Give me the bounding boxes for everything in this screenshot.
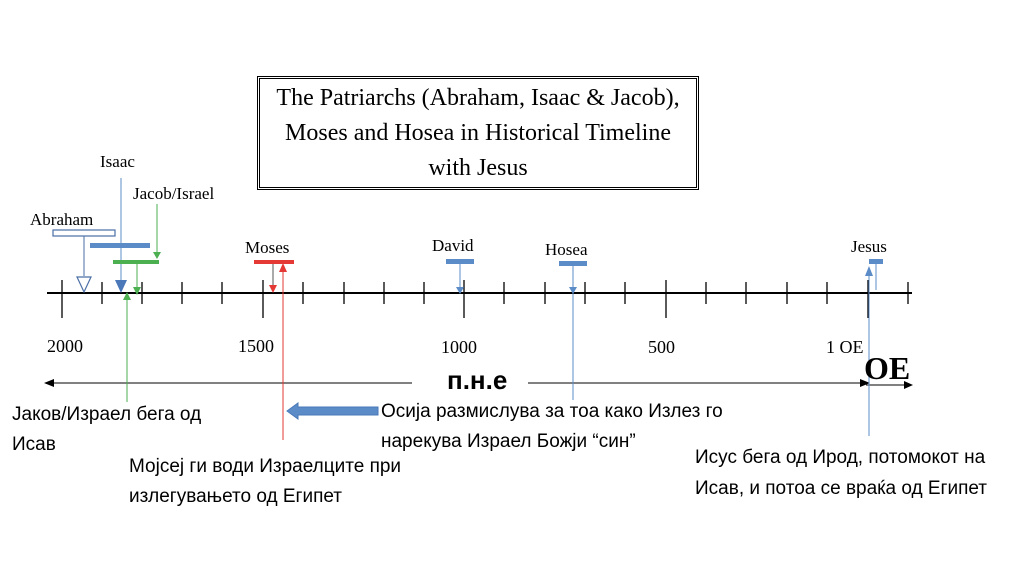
figure-label-jesus: Jesus [851,237,887,256]
tick-label-500: 500 [648,337,675,357]
bce-arrowhead [44,379,54,387]
figure-label-david: David [432,236,474,255]
isaac-arrowhead [115,280,127,293]
jacob-arrowhead [133,287,141,295]
note-hosea: Осија размислува за тоа како Излез го на… [381,401,723,452]
david-arrowhead [456,287,464,294]
abraham-bar [52,229,116,237]
ce-label: OE [864,350,911,386]
note-jesus: Исус бега од Ирод, потомокот на Исав, и … [695,447,987,499]
moses-bar [254,260,294,264]
tick-label-1500: 1500 [238,336,274,356]
figure-label-isaac: Isaac [100,152,135,171]
jacob-leader-arrowhead [153,252,161,259]
ce-arrowhead [904,381,913,389]
moses-note-arrowhead [279,263,287,272]
moses-arrowhead [269,285,277,293]
tick-label-2000: 2000 [47,336,83,356]
hosea-arrowhead [569,287,577,294]
note-moses: Мојсеј ги води Израелците при излегување… [129,456,402,507]
abraham-arrowhead [76,276,92,294]
hosea-bar [559,261,587,266]
david-bar [446,259,474,264]
jesus-note-arrowhead [865,266,873,276]
tick-label-1000: 1000 [441,337,477,357]
isaac-bar [90,243,150,248]
figure-label-jacob: Jacob/Israel [133,184,215,203]
figure-label-hosea: Hosea [545,240,588,259]
diagram-title: The Patriarchs (Abraham, Isaac & Jacob),… [257,76,699,190]
jacob-bar [113,260,159,264]
hosea-back-arrow [286,402,379,420]
figure-label-moses: Moses [245,238,290,257]
bce-arrowhead-right [860,379,870,387]
jacob-note-arrowhead [123,292,131,300]
figure-label-abraham: Abraham [30,210,94,229]
tick-label-1-oe: 1 OE [826,337,864,357]
bce-label: п.н.е [447,365,508,395]
jesus-bar [869,259,883,264]
note-jacob: Јаков/Израел бега од Исав [12,404,202,455]
axis-ticks [61,280,909,318]
